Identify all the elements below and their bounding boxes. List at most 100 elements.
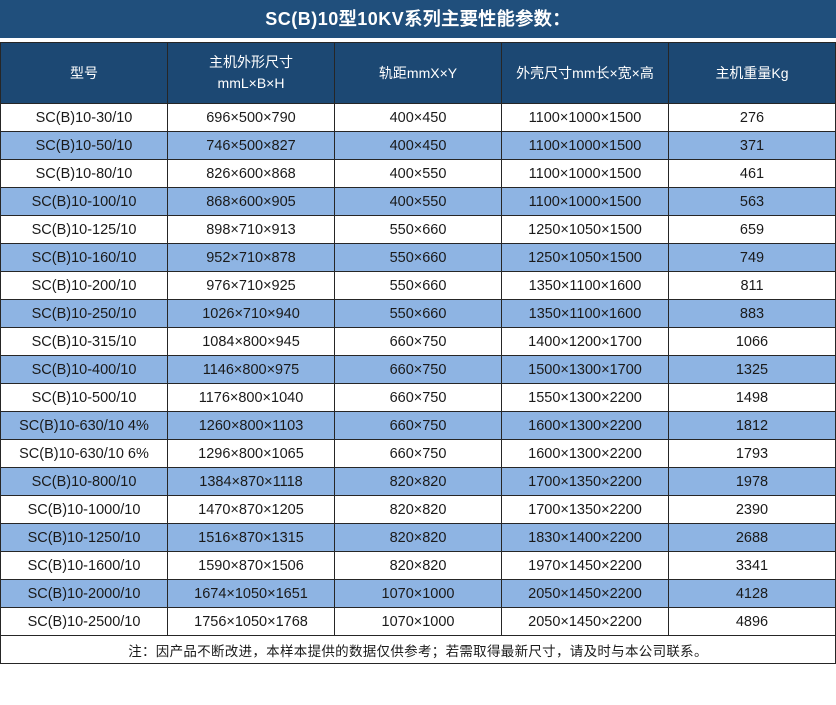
cell-weight: 1812: [668, 411, 836, 440]
title-divider: [0, 38, 836, 42]
column-header-rail-gauge: 轨距mmX×Y: [334, 42, 502, 104]
cell-model: SC(B)10-80/10: [0, 159, 168, 188]
cell-weight: 1325: [668, 355, 836, 384]
cell-shell-size: 1100×1000×1500: [501, 131, 669, 160]
cell-rail-gauge: 550×660: [334, 271, 502, 300]
cell-model: SC(B)10-2500/10: [0, 607, 168, 636]
cell-weight: 1793: [668, 439, 836, 468]
cell-shell-size: 1500×1300×1700: [501, 355, 669, 384]
cell-weight: 4128: [668, 579, 836, 608]
cell-shell-size: 1700×1350×2200: [501, 467, 669, 496]
cell-weight: 3341: [668, 551, 836, 580]
cell-shell-size: 1700×1350×2200: [501, 495, 669, 524]
cell-rail-gauge: 660×750: [334, 439, 502, 468]
cell-shell-size: 1970×1450×2200: [501, 551, 669, 580]
cell-body-size: 976×710×925: [167, 271, 335, 300]
cell-model: SC(B)10-100/10: [0, 187, 168, 216]
table-body: SC(B)10-30/10 696×500×790 400×450 1100×1000…: [0, 103, 836, 636]
cell-weight: 883: [668, 299, 836, 328]
cell-rail-gauge: 400×450: [334, 103, 502, 132]
cell-rail-gauge: 820×820: [334, 495, 502, 524]
cell-shell-size: 1100×1000×1500: [501, 103, 669, 132]
table-row: SC(B)10-2000/10 1674×1050×1651 1070×1000 20…: [0, 579, 836, 608]
cell-shell-size: 2050×1450×2200: [501, 607, 669, 636]
cell-shell-size: 1100×1000×1500: [501, 187, 669, 216]
spec-table: 型号 主机外形尺寸 mmL×B×H 轨距mmX×Y 外壳尺寸mm长×宽×高 主机…: [0, 42, 836, 664]
cell-weight: 563: [668, 187, 836, 216]
cell-model: SC(B)10-1250/10: [0, 523, 168, 552]
footnote-row: 注：因产品不断改进，本样本提供的数据仅供参考；若需取得最新尺寸，请及时与本公司联…: [0, 635, 836, 664]
cell-body-size: 1026×710×940: [167, 299, 335, 328]
cell-weight: 4896: [668, 607, 836, 636]
cell-body-size: 1590×870×1506: [167, 551, 335, 580]
cell-shell-size: 1600×1300×2200: [501, 411, 669, 440]
cell-model: SC(B)10-630/10 4%: [0, 411, 168, 440]
header-row: 型号 主机外形尺寸 mmL×B×H 轨距mmX×Y 外壳尺寸mm长×宽×高 主机…: [0, 42, 836, 104]
footnote: 注：因产品不断改进，本样本提供的数据仅供参考；若需取得最新尺寸，请及时与本公司联…: [0, 635, 836, 664]
column-header-weight: 主机重量Kg: [668, 42, 836, 104]
cell-model: SC(B)10-160/10: [0, 243, 168, 272]
cell-body-size: 1084×800×945: [167, 327, 335, 356]
cell-model: SC(B)10-50/10: [0, 131, 168, 160]
cell-body-size: 746×500×827: [167, 131, 335, 160]
cell-shell-size: 1600×1300×2200: [501, 439, 669, 468]
cell-weight: 1978: [668, 467, 836, 496]
cell-rail-gauge: 820×820: [334, 523, 502, 552]
cell-body-size: 868×600×905: [167, 187, 335, 216]
table-row: SC(B)10-80/10 826×600×868 400×550 1100×1000…: [0, 159, 836, 188]
cell-rail-gauge: 660×750: [334, 355, 502, 384]
cell-shell-size: 1830×1400×2200: [501, 523, 669, 552]
table-row: SC(B)10-250/10 1026×710×940 550×660 1350×11…: [0, 299, 836, 328]
cell-body-size: 1756×1050×1768: [167, 607, 335, 636]
cell-weight: 276: [668, 103, 836, 132]
cell-model: SC(B)10-800/10: [0, 467, 168, 496]
cell-rail-gauge: 1070×1000: [334, 607, 502, 636]
cell-body-size: 1176×800×1040: [167, 383, 335, 412]
cell-weight: 461: [668, 159, 836, 188]
table-row: SC(B)10-500/10 1176×800×1040 660×750 1550×1…: [0, 383, 836, 412]
table-row: SC(B)10-200/10 976×710×925 550×660 1350×110…: [0, 271, 836, 300]
cell-model: SC(B)10-1000/10: [0, 495, 168, 524]
table-row: SC(B)10-160/10 952×710×878 550×660 1250×105…: [0, 243, 836, 272]
table-row: SC(B)10-1600/10 1590×870×1506 820×820 1970×…: [0, 551, 836, 580]
cell-body-size: 1674×1050×1651: [167, 579, 335, 608]
cell-body-size: 696×500×790: [167, 103, 335, 132]
cell-rail-gauge: 820×820: [334, 551, 502, 580]
table-row: SC(B)10-50/10 746×500×827 400×450 1100×1000…: [0, 131, 836, 160]
cell-model: SC(B)10-30/10: [0, 103, 168, 132]
cell-model: SC(B)10-250/10: [0, 299, 168, 328]
table-row: SC(B)10-400/10 1146×800×975 660×750 1500×13…: [0, 355, 836, 384]
cell-model: SC(B)10-200/10: [0, 271, 168, 300]
cell-weight: 1498: [668, 383, 836, 412]
cell-rail-gauge: 550×660: [334, 243, 502, 272]
table-row: SC(B)10-30/10 696×500×790 400×450 1100×1000…: [0, 103, 836, 132]
cell-body-size: 1516×870×1315: [167, 523, 335, 552]
cell-model: SC(B)10-400/10: [0, 355, 168, 384]
cell-model: SC(B)10-500/10: [0, 383, 168, 412]
column-header-model: 型号: [0, 42, 168, 104]
cell-body-size: 952×710×878: [167, 243, 335, 272]
cell-rail-gauge: 660×750: [334, 383, 502, 412]
table-row: SC(B)10-2500/10 1756×1050×1768 1070×1000 20…: [0, 607, 836, 636]
cell-shell-size: 1250×1050×1500: [501, 215, 669, 244]
cell-rail-gauge: 400×550: [334, 159, 502, 188]
cell-shell-size: 1400×1200×1700: [501, 327, 669, 356]
cell-weight: 2390: [668, 495, 836, 524]
cell-weight: 659: [668, 215, 836, 244]
table-header: 型号 主机外形尺寸 mmL×B×H 轨距mmX×Y 外壳尺寸mm长×宽×高 主机…: [0, 42, 836, 104]
cell-weight: 371: [668, 131, 836, 160]
cell-weight: 2688: [668, 523, 836, 552]
cell-body-size: 826×600×868: [167, 159, 335, 188]
table-footer: 注：因产品不断改进，本样本提供的数据仅供参考；若需取得最新尺寸，请及时与本公司联…: [0, 635, 836, 664]
cell-body-size: 1260×800×1103: [167, 411, 335, 440]
table-row: SC(B)10-630/10 4% 1260×800×1103 660×750 160…: [0, 411, 836, 440]
cell-rail-gauge: 550×660: [334, 299, 502, 328]
cell-rail-gauge: 400×450: [334, 131, 502, 160]
cell-rail-gauge: 660×750: [334, 327, 502, 356]
cell-shell-size: 2050×1450×2200: [501, 579, 669, 608]
cell-shell-size: 1250×1050×1500: [501, 243, 669, 272]
table-row: SC(B)10-1000/10 1470×870×1205 820×820 1700×…: [0, 495, 836, 524]
cell-body-size: 1384×870×1118: [167, 467, 335, 496]
cell-rail-gauge: 400×550: [334, 187, 502, 216]
